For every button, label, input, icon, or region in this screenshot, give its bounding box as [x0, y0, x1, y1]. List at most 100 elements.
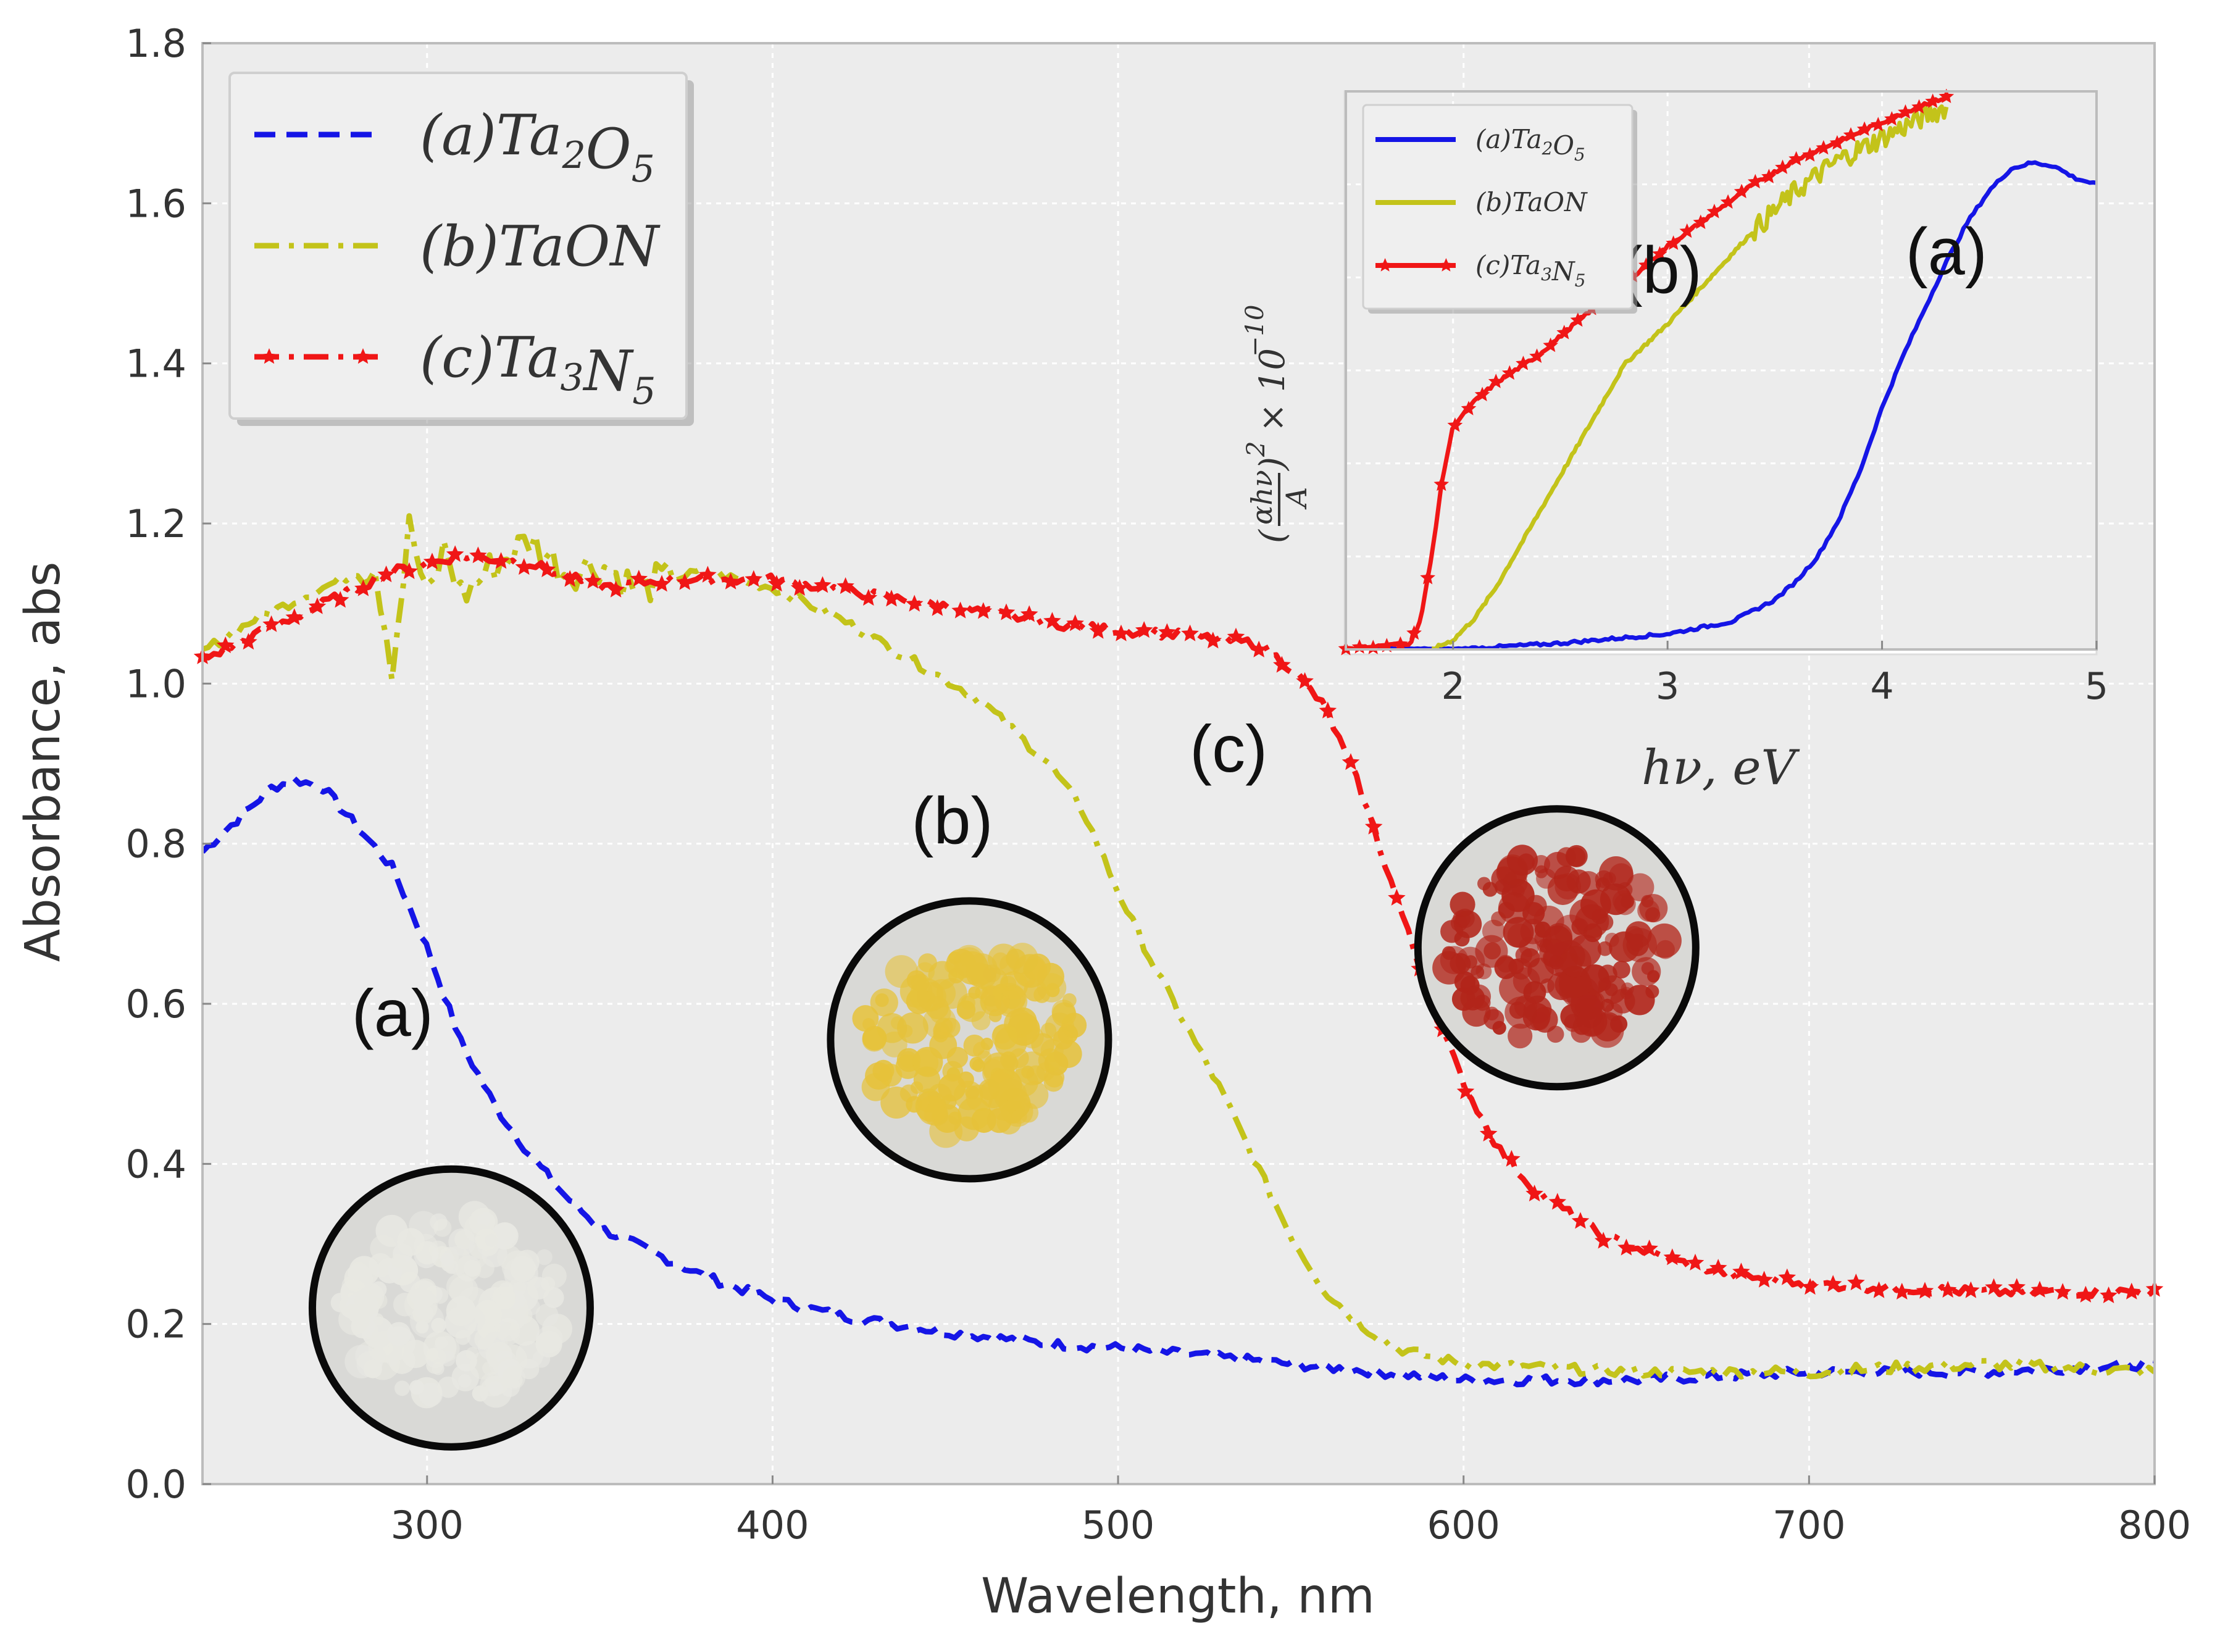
star-marker: [722, 572, 740, 590]
star-marker: [1755, 1270, 1773, 1288]
curve-annotation: (b): [911, 783, 993, 858]
star-marker: [1296, 672, 1314, 689]
powder-texture: [1432, 845, 1682, 1049]
x-tick-label: 3: [1656, 665, 1679, 708]
x-tick-label: 4: [1870, 665, 1893, 708]
main-legend-items: (a)Ta2O5 (b)TaON (c)Ta3N5: [254, 103, 661, 413]
star-marker: [1706, 204, 1722, 219]
star-marker: [1843, 127, 1859, 142]
star-marker: [561, 570, 579, 587]
star-marker: [1488, 373, 1504, 388]
star-marker: [1066, 614, 1084, 632]
star-marker: [1503, 1149, 1521, 1167]
star-marker: [1778, 1268, 1796, 1285]
inset-ylabel-denominator: A: [1280, 487, 1313, 510]
powder-texture: [852, 943, 1087, 1148]
main-x-axis-label: Wavelength, nm: [981, 1569, 1375, 1624]
star-marker: [1911, 99, 1927, 114]
star-marker: [1870, 117, 1886, 131]
star-marker: [951, 601, 969, 619]
star-marker: [1652, 246, 1667, 261]
star-marker: [1663, 1248, 1682, 1266]
star-marker: [1570, 312, 1586, 327]
star-marker: [1747, 173, 1763, 189]
star-marker: [1112, 624, 1130, 641]
series-line: [1431, 104, 1949, 649]
star-marker: [607, 580, 625, 598]
star-marker: [1801, 1278, 1819, 1295]
star-marker: [354, 579, 372, 596]
inset-y-axis-label: ( αhν A ) 2 × 10 −10: [1241, 305, 1313, 543]
curve-annotation: (a): [1906, 214, 1987, 288]
legend-label: (b)TaON: [420, 214, 661, 279]
star-marker: [423, 553, 441, 570]
inset-legend-box: [1362, 104, 1634, 310]
white-powder-photo: [308, 1165, 594, 1451]
legend-label: (a)Ta2O5: [420, 103, 655, 191]
star-marker: [790, 578, 809, 596]
star-marker: [905, 594, 924, 612]
x-tick-label: 500: [1082, 1503, 1154, 1548]
star-marker: [2100, 1286, 2118, 1303]
series-line: [1346, 160, 2097, 649]
star-marker: [1479, 1124, 1498, 1141]
y-tick-label: 1.0: [125, 661, 186, 706]
y-tick-label: 0.4: [125, 1141, 186, 1187]
legend-item: (c)Ta3N5: [1375, 250, 1586, 291]
star-marker: [630, 569, 648, 587]
star-marker: [1709, 1259, 1727, 1276]
star-marker: [1043, 612, 1061, 629]
powder-texture: [330, 1201, 573, 1409]
star-marker: [745, 570, 763, 587]
star-marker: [2030, 1280, 2049, 1298]
legend-label: (a)Ta2O5: [1475, 124, 1585, 165]
photo-ring: [1414, 805, 1700, 1091]
star-marker: [1916, 1282, 1934, 1299]
inset-x-ticks: 2 3 4 5: [1442, 641, 2108, 708]
curve-annotation: (a): [352, 975, 433, 1050]
star-marker: [400, 562, 419, 579]
star-marker: [1686, 1253, 1705, 1270]
inset-legend-items: (a)Ta2O5 (b)TaON (c)Ta3N5: [1375, 124, 1588, 291]
star-marker: [837, 577, 854, 594]
star-marker: [1962, 1281, 1980, 1298]
star-marker: [1250, 640, 1268, 657]
star-marker: [928, 599, 946, 616]
legend-star: [1378, 258, 1392, 272]
star-marker: [1158, 623, 1176, 640]
photo-ring: [308, 1165, 594, 1451]
main-photo-insets: [308, 805, 1700, 1451]
star-marker: [1571, 1212, 1590, 1229]
star-marker: [1870, 1281, 1888, 1298]
y-tick-label: 1.2: [125, 501, 186, 546]
star-marker: [1938, 1280, 1957, 1298]
star-marker: [1829, 135, 1845, 150]
star-marker: [1925, 93, 1941, 108]
star-marker: [1204, 632, 1222, 649]
star-marker: [653, 575, 671, 592]
main-y-axis-label: Absorbance, abs: [15, 562, 71, 962]
y-tick-label: 0.0: [125, 1462, 186, 1507]
x-tick-label: 5: [2085, 665, 2108, 708]
star-marker: [492, 552, 510, 569]
star-marker: [2077, 1285, 2095, 1303]
star-marker: [1456, 1082, 1475, 1099]
star-marker: [377, 565, 395, 583]
x-tick-label: 300: [391, 1503, 464, 1548]
star-marker: [216, 636, 235, 653]
inset-plot-frame: [1345, 90, 2098, 651]
star-marker: [2008, 1278, 2026, 1295]
main-y-ticks: 0.0 0.2 0.4 0.6 0.8 1.0 1.2 1.4 1.6 1.8: [125, 21, 211, 1507]
curve-annotation: (c): [1190, 711, 1267, 786]
star-marker: [1734, 183, 1750, 199]
main-annotations: (a) (b) (c): [352, 711, 1267, 1050]
inset-ylabel-open-paren: (: [1253, 529, 1293, 543]
star-marker: [1548, 1193, 1567, 1210]
star-marker: [1447, 417, 1463, 432]
star-marker: [308, 597, 327, 614]
series-ta3n5: [193, 545, 2164, 1303]
star-marker: [285, 608, 304, 625]
star-marker: [1433, 476, 1450, 491]
star-marker: [1516, 356, 1531, 370]
